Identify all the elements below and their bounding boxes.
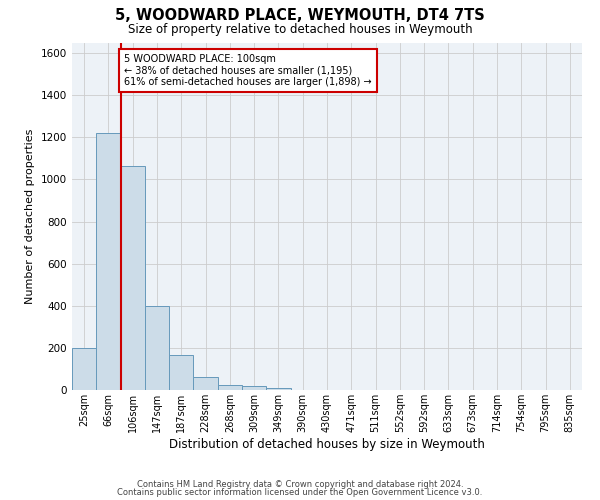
Bar (72, 348, 96, 390)
Bar (242, 386, 266, 390)
X-axis label: Distribution of detached houses by size in Weymouth: Distribution of detached houses by size … (169, 438, 485, 451)
Bar (145, 306, 169, 390)
Bar (169, 355, 193, 390)
Text: 5, WOODWARD PLACE, WEYMOUTH, DT4 7TS: 5, WOODWARD PLACE, WEYMOUTH, DT4 7TS (115, 8, 485, 22)
Text: 5 WOODWARD PLACE: 100sqm
← 38% of detached houses are smaller (1,195)
61% of sem: 5 WOODWARD PLACE: 100sqm ← 38% of detach… (124, 54, 372, 88)
Text: Contains public sector information licensed under the Open Government Licence v3: Contains public sector information licen… (118, 488, 482, 497)
Bar (121, 166, 145, 390)
Bar (193, 378, 218, 390)
Bar (266, 388, 290, 390)
Bar (218, 384, 242, 390)
Y-axis label: Number of detached properties: Number of detached properties (25, 128, 35, 304)
Text: Size of property relative to detached houses in Weymouth: Size of property relative to detached ho… (128, 22, 472, 36)
Bar (96, 133, 121, 390)
Text: Contains HM Land Registry data © Crown copyright and database right 2024.: Contains HM Land Registry data © Crown c… (137, 480, 463, 489)
